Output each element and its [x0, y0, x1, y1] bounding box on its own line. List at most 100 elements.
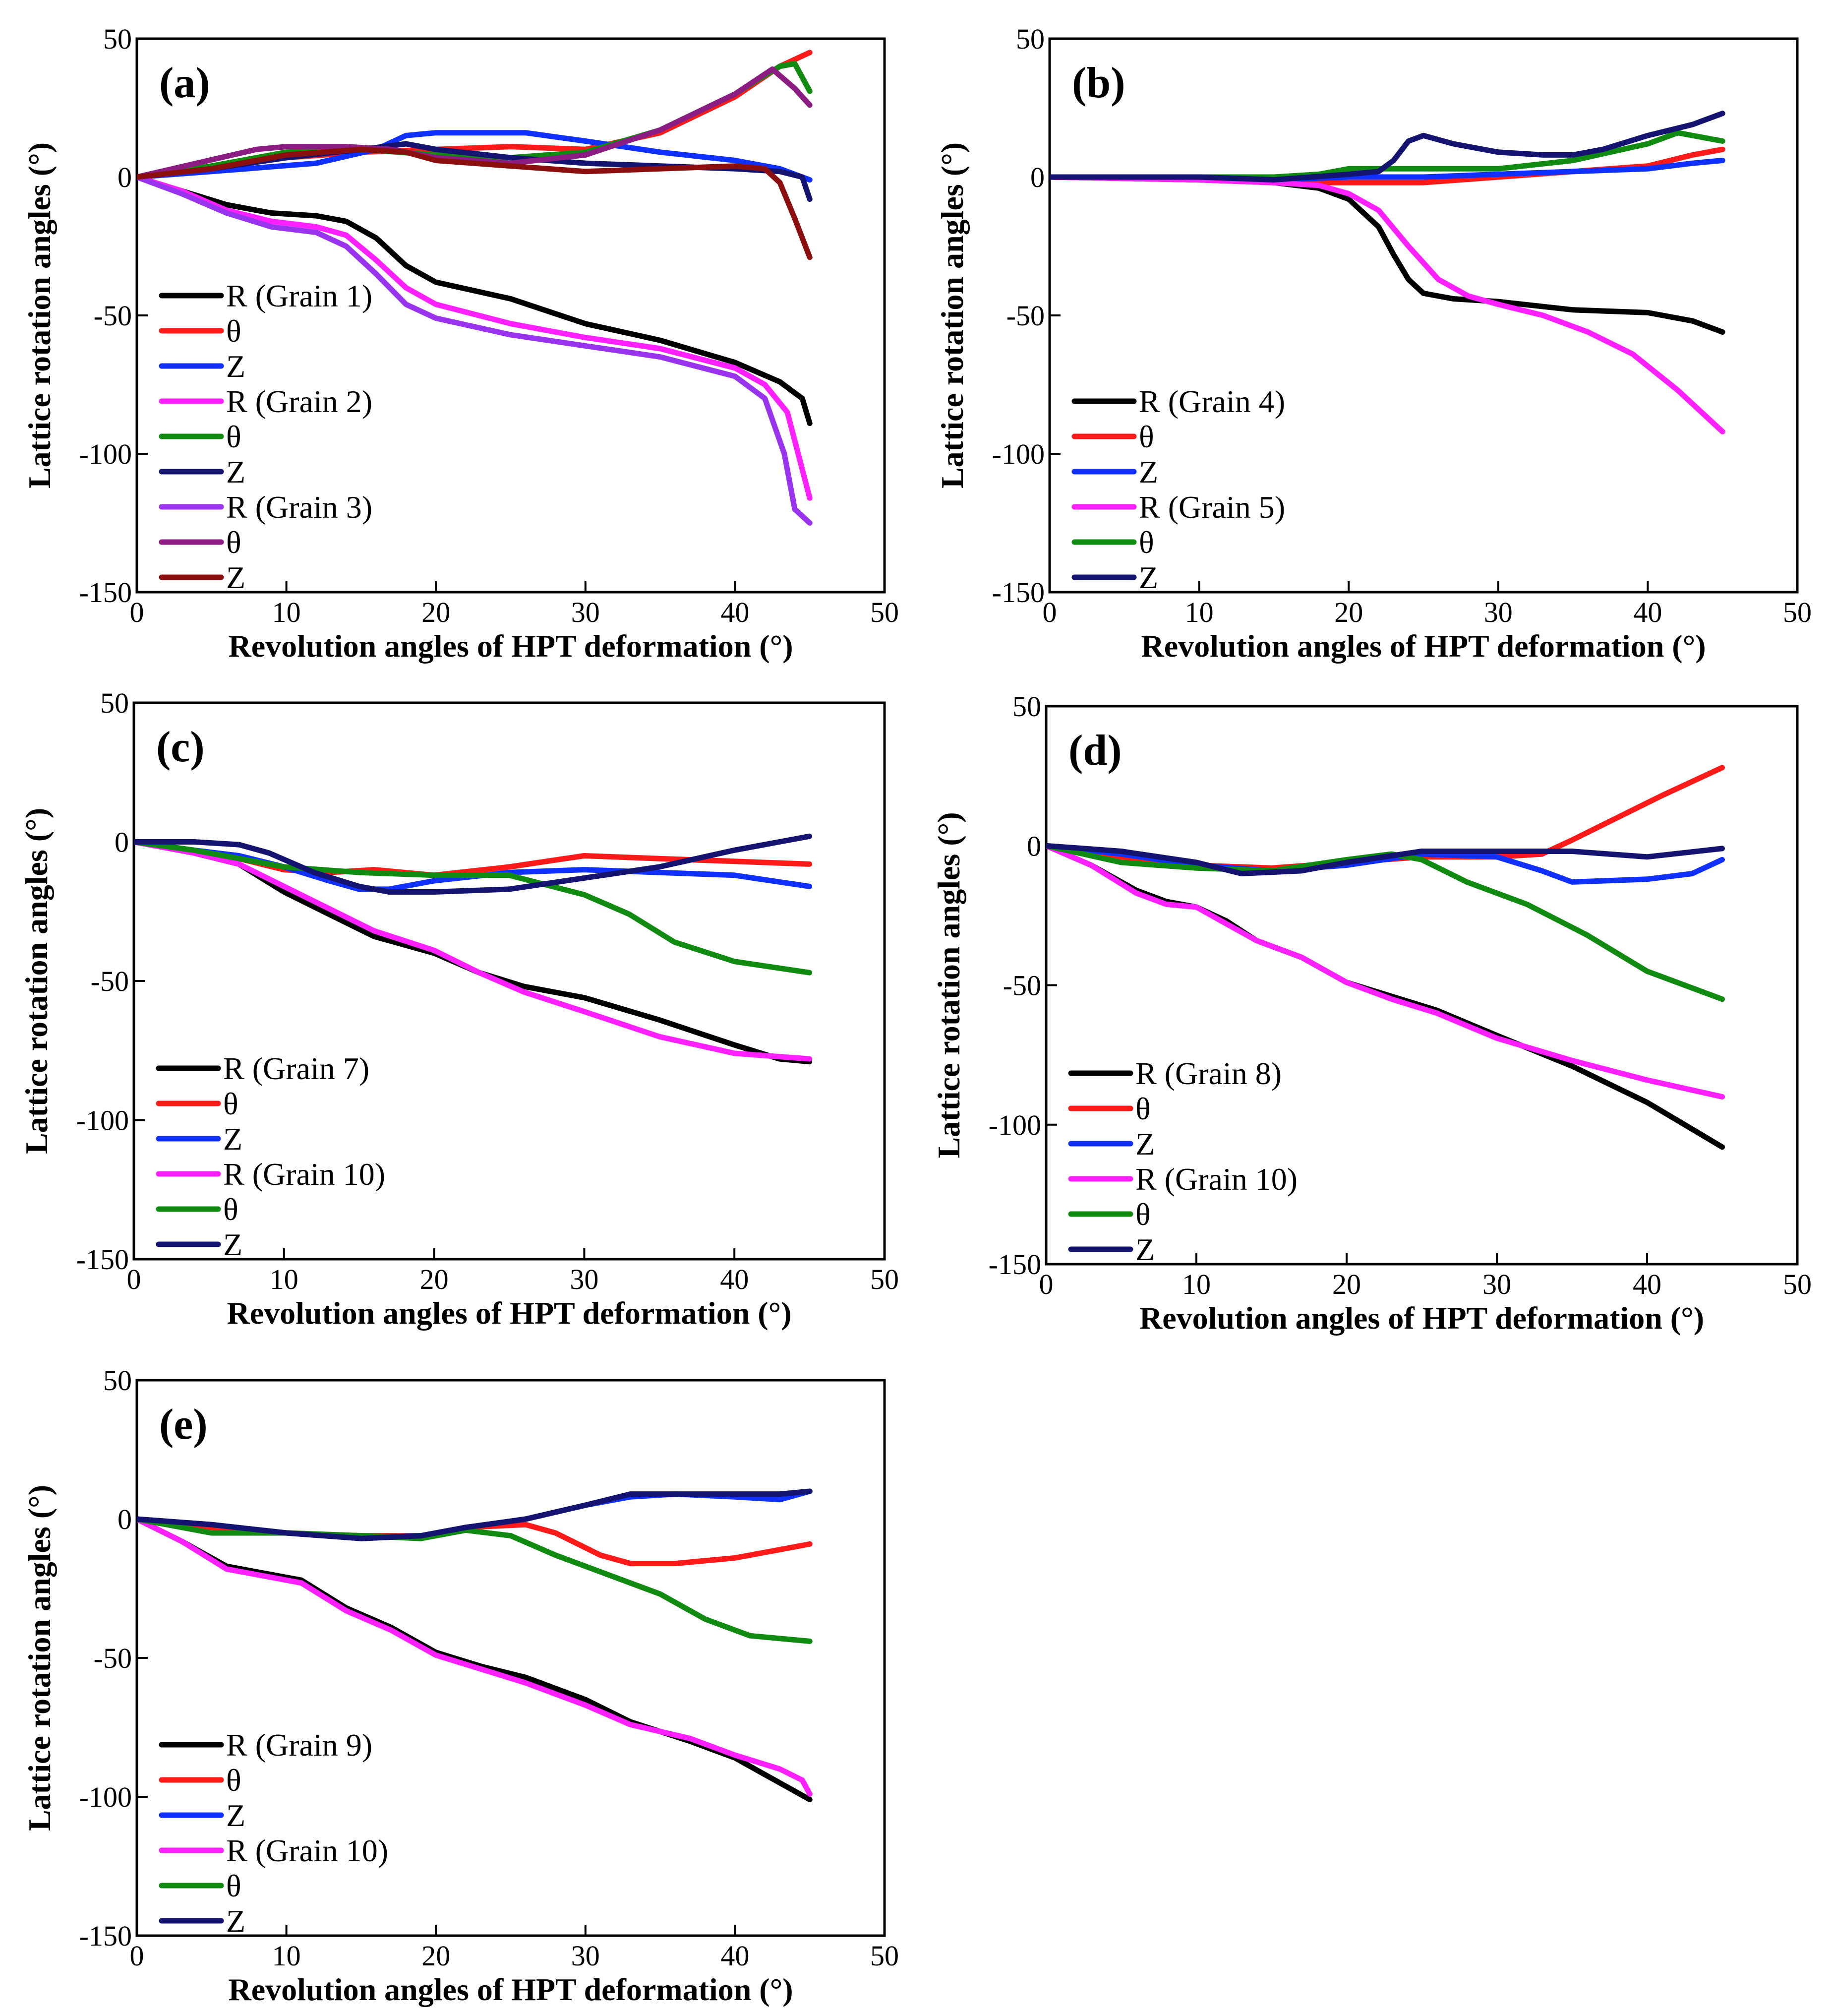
series-line-4 — [1046, 843, 1725, 1100]
series-line-5 — [137, 61, 813, 180]
y-tick-label: 0 — [115, 826, 129, 858]
x-tick-label: 10 — [272, 596, 301, 628]
legend-label: R (Grain 8) — [1135, 1056, 1282, 1091]
y-tick-label: -150 — [989, 1248, 1041, 1281]
x-tick-label: 10 — [1185, 596, 1214, 628]
x-tick-label: 10 — [270, 1263, 298, 1295]
x-tick-label: 0 — [1039, 1268, 1054, 1300]
legend-label: Z — [223, 1121, 242, 1157]
chart-panel-1: 0 10 20 30 40 50 50 0 -50 -100 -150 Revolution angl… — [22, 23, 899, 664]
x-tick-label: 0 — [127, 1263, 141, 1295]
y-tick-label: -150 — [79, 576, 132, 609]
panel-label: (c) — [156, 723, 205, 771]
y-tick-label: -100 — [992, 438, 1045, 470]
x-tick-label: 0 — [130, 1940, 144, 1972]
chart-panel-5: 0 10 20 30 40 50 50 0 -50 -100 -150 Revolution angl… — [22, 1364, 899, 2007]
legend-label: Z — [1139, 454, 1158, 489]
chart-panel-4: 0 10 20 30 40 50 50 0 -50 -100 -150 Revolution angl… — [931, 690, 1812, 1336]
legend-label: θ — [226, 313, 241, 349]
y-tick-label: 50 — [1016, 23, 1045, 55]
series-line-4 — [134, 839, 813, 1062]
legend-label: Z — [226, 1903, 245, 1939]
legend-label: Z — [223, 1227, 242, 1262]
series-line-4 — [1050, 174, 1725, 434]
chart-panel-3: 0 10 20 30 40 50 50 0 -50 -100 -150 Revolution angl… — [19, 687, 899, 1331]
legend-label: Z — [226, 349, 245, 384]
series-line-6 — [1050, 111, 1725, 183]
y-axis-title: Lattice rotation angles (°) — [22, 142, 57, 489]
legend-label: R (Grain 10) — [226, 1833, 388, 1868]
legend-label: Z — [226, 560, 245, 595]
series-line-7 — [137, 174, 813, 526]
series-line-4 — [137, 1516, 813, 1797]
y-tick-label: -150 — [992, 576, 1045, 609]
panel-label: (d) — [1068, 727, 1122, 775]
series-line-1 — [1050, 174, 1725, 335]
series-line-1 — [137, 174, 813, 427]
legend-label: R (Grain 9) — [226, 1727, 372, 1763]
y-tick-label: -50 — [94, 300, 132, 332]
legend-label: θ — [226, 1868, 241, 1903]
y-axis-title: Lattice rotation angles (°) — [931, 812, 966, 1158]
legend-label: θ — [223, 1192, 238, 1227]
legend-label: θ — [1139, 419, 1154, 454]
x-tick-label: 30 — [1482, 1268, 1511, 1300]
series-line-5 — [1046, 843, 1725, 1002]
x-tick-label: 20 — [421, 1940, 450, 1972]
x-tick-label: 40 — [720, 1940, 749, 1972]
x-tick-label: 20 — [420, 1263, 449, 1295]
series-line-5 — [137, 1516, 813, 1644]
legend-label: Z — [226, 1798, 245, 1833]
legend-label: R (Grain 7) — [223, 1051, 369, 1086]
x-tick-label: 20 — [1334, 596, 1363, 628]
x-tick-label: 50 — [870, 1940, 899, 1972]
legend-label: Z — [1139, 560, 1158, 595]
x-tick-label: 40 — [1633, 1268, 1661, 1300]
y-tick-label: -100 — [79, 438, 132, 470]
legend-label: θ — [226, 1763, 241, 1798]
x-tick-label: 20 — [421, 596, 450, 628]
x-axis-title: Revolution angles of HPT deformation (°) — [1139, 1300, 1704, 1336]
x-axis-title: Revolution angles of HPT deformation (°) — [228, 1972, 793, 2007]
legend-label: R (Grain 4) — [1139, 384, 1285, 419]
y-tick-label: -150 — [79, 1920, 132, 1952]
series-line-6 — [137, 1488, 813, 1541]
y-axis-title: Lattice rotation angles (°) — [935, 142, 970, 489]
series-line-5 — [134, 839, 813, 976]
y-tick-label: 50 — [103, 23, 132, 55]
legend-label: R (Grain 10) — [223, 1157, 385, 1192]
x-tick-label: 40 — [720, 596, 749, 628]
x-tick-label: 0 — [1043, 596, 1057, 628]
x-tick-label: 40 — [720, 1263, 749, 1295]
series-line-4 — [137, 174, 813, 501]
legend-label: Z — [1135, 1126, 1155, 1161]
panel-label: (b) — [1072, 59, 1125, 107]
y-tick-label: 50 — [103, 1364, 132, 1397]
x-tick-label: 50 — [1783, 596, 1812, 628]
x-tick-label: 50 — [870, 1263, 899, 1295]
x-tick-label: 10 — [1182, 1268, 1211, 1300]
x-tick-label: 40 — [1633, 596, 1662, 628]
y-axis-title: Lattice rotation angles (°) — [22, 1485, 57, 1831]
x-tick-label: 50 — [1783, 1268, 1812, 1300]
panel-label: (e) — [159, 1401, 208, 1449]
legend-label: Z — [1135, 1232, 1155, 1267]
legend-label: R (Grain 5) — [1139, 489, 1285, 525]
y-tick-label: -150 — [76, 1243, 129, 1276]
x-tick-label: 20 — [1332, 1268, 1361, 1300]
legend-label: θ — [1139, 525, 1154, 560]
x-tick-label: 30 — [1484, 596, 1513, 628]
series-line-6 — [1046, 843, 1725, 876]
legend-label: Z — [226, 454, 245, 489]
y-tick-label: -50 — [91, 965, 129, 997]
legend-label: θ — [226, 419, 241, 454]
x-tick-label: 10 — [272, 1940, 301, 1972]
y-tick-label: 50 — [100, 687, 129, 719]
y-axis-title: Lattice rotation angles (°) — [19, 808, 54, 1154]
y-tick-label: 0 — [1030, 161, 1045, 193]
x-tick-label: 0 — [130, 596, 144, 628]
chart-panel-2: 0 10 20 30 40 50 50 0 -50 -100 -150 Revolution angl… — [935, 23, 1812, 664]
series-line-3 — [137, 130, 813, 183]
legend-label: R (Grain 3) — [226, 489, 372, 525]
